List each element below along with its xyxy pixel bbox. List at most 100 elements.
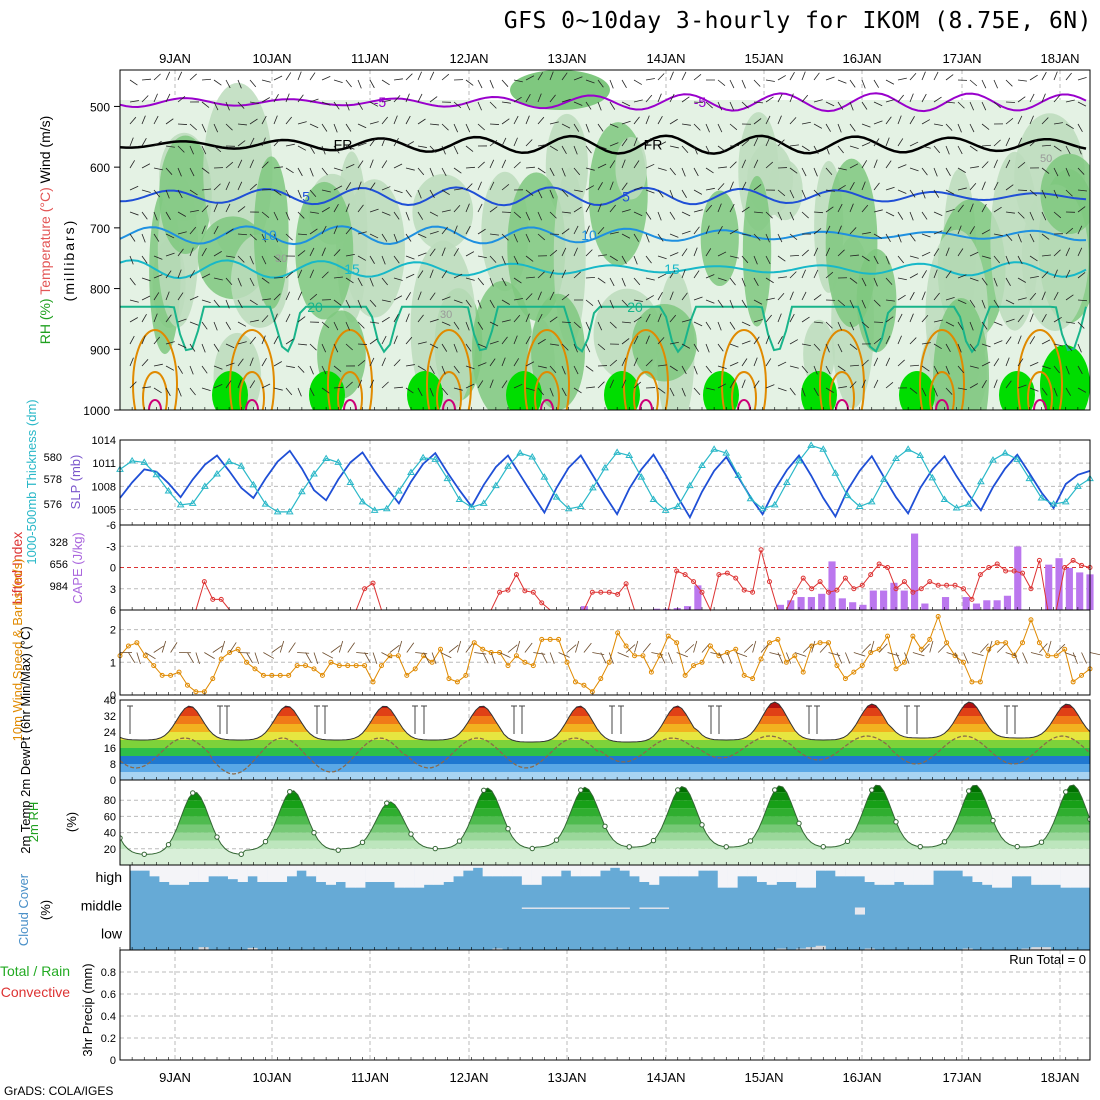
wind-barb <box>669 233 679 238</box>
wind-barb <box>981 181 986 191</box>
lifted-index-point <box>1003 568 1009 574</box>
temp-tick-label: 0 <box>110 775 116 787</box>
wind-speed-point <box>1003 640 1009 646</box>
wind-barb <box>1065 145 1071 155</box>
wind-speed-point <box>783 659 789 665</box>
wind-barb <box>177 318 187 323</box>
wind-barb <box>477 299 482 309</box>
wind-barb <box>165 233 175 239</box>
wind-barb <box>165 145 175 148</box>
wind-barb <box>813 167 818 177</box>
wind-barb <box>717 299 724 308</box>
wind-barb <box>261 383 271 389</box>
wind-barb <box>333 276 343 279</box>
wind-barb-10m <box>617 652 629 658</box>
wind-barb <box>501 101 511 104</box>
wind-barb <box>393 359 401 367</box>
wind-barb <box>1029 93 1035 103</box>
wind-barb <box>933 230 943 235</box>
wind-barb <box>957 101 965 109</box>
wind-barb <box>153 93 158 103</box>
cloud-high-clear <box>658 865 670 877</box>
wind-barb <box>633 316 642 323</box>
wind-barb <box>1053 249 1061 257</box>
wind-barb <box>801 167 807 177</box>
temp-contour-label: -5 <box>694 94 707 110</box>
thickness-point <box>297 487 306 495</box>
wind-barb <box>501 277 507 287</box>
wind-barb <box>585 299 594 306</box>
wind-barb <box>1017 277 1026 283</box>
wind-barb <box>885 357 891 367</box>
wind-barb <box>777 387 787 392</box>
date-label-top: 13JAN <box>547 51 586 66</box>
wind-barb <box>897 77 907 81</box>
thickness-point <box>1061 497 1070 505</box>
wind-barb <box>837 321 843 331</box>
cloud-middle-mark <box>610 907 621 909</box>
wind-barb <box>693 296 703 301</box>
temp-color-band <box>120 740 1090 748</box>
wind-barb <box>297 343 307 346</box>
rh-shade-cell <box>309 371 345 410</box>
wind-barb <box>681 319 691 323</box>
wind-speed-point <box>269 672 275 678</box>
wind-barb-10m <box>1013 652 1019 664</box>
wind-barb-10m <box>423 652 430 664</box>
temp-contour-hot <box>639 399 653 410</box>
thickness-point <box>1073 482 1082 489</box>
lifted-index-point <box>1011 568 1017 574</box>
thickness-point <box>225 457 234 465</box>
wind-barb <box>333 203 339 213</box>
lifted-index-point <box>977 572 983 578</box>
wind-barb <box>777 233 783 243</box>
wind-barb-10m <box>389 644 400 653</box>
cape-bar <box>1076 572 1084 610</box>
wind-barb <box>1029 139 1037 147</box>
wind-barb <box>213 343 220 352</box>
ylabel-cape: CAPE (J/kg) <box>70 532 85 604</box>
wind-barb <box>585 79 595 84</box>
cloud-high-clear <box>570 865 581 877</box>
wind-speed-point <box>387 653 393 659</box>
wind-barb <box>1077 343 1082 353</box>
wind-speed-point <box>834 663 840 669</box>
wind-barb <box>669 252 679 257</box>
rh-point <box>505 826 511 832</box>
wind-speed-point <box>463 672 469 678</box>
thickness-point <box>940 495 949 502</box>
wind-barb <box>273 277 284 279</box>
wind-barb <box>405 233 412 242</box>
wind-barb-10m <box>1081 652 1087 664</box>
wind-barb <box>897 255 905 264</box>
thickness-point <box>661 506 670 513</box>
cloud-high-clear <box>707 865 719 871</box>
wind-barb <box>957 204 964 213</box>
rh-shade-cell <box>801 371 837 410</box>
wind-speed-point <box>792 653 798 659</box>
wind-barb <box>321 225 327 235</box>
wind-barb <box>1077 145 1082 155</box>
wind-barb <box>1065 343 1073 352</box>
wind-barb <box>585 276 596 279</box>
thickness-tick-label: 576 <box>44 499 62 511</box>
wind-barb <box>1053 189 1059 199</box>
wind-barb <box>597 163 607 169</box>
wind-barb <box>909 116 915 125</box>
wind-barb <box>429 343 439 349</box>
wind-barb <box>777 211 783 221</box>
wind-barb <box>501 118 510 125</box>
wind-barb-10m <box>549 652 555 664</box>
wind-speed-point <box>210 676 216 682</box>
thickness-point <box>782 478 791 485</box>
wind-barb <box>261 189 272 191</box>
temp-contour-hot <box>442 399 456 410</box>
wind-barb <box>1041 189 1047 199</box>
wind-barb <box>597 101 602 111</box>
wind-barb <box>369 121 379 125</box>
wind-barb <box>285 143 295 147</box>
rh-point <box>238 851 244 857</box>
wind-barb <box>669 365 678 372</box>
wind-barb <box>669 118 678 125</box>
wind-barb <box>453 248 459 257</box>
